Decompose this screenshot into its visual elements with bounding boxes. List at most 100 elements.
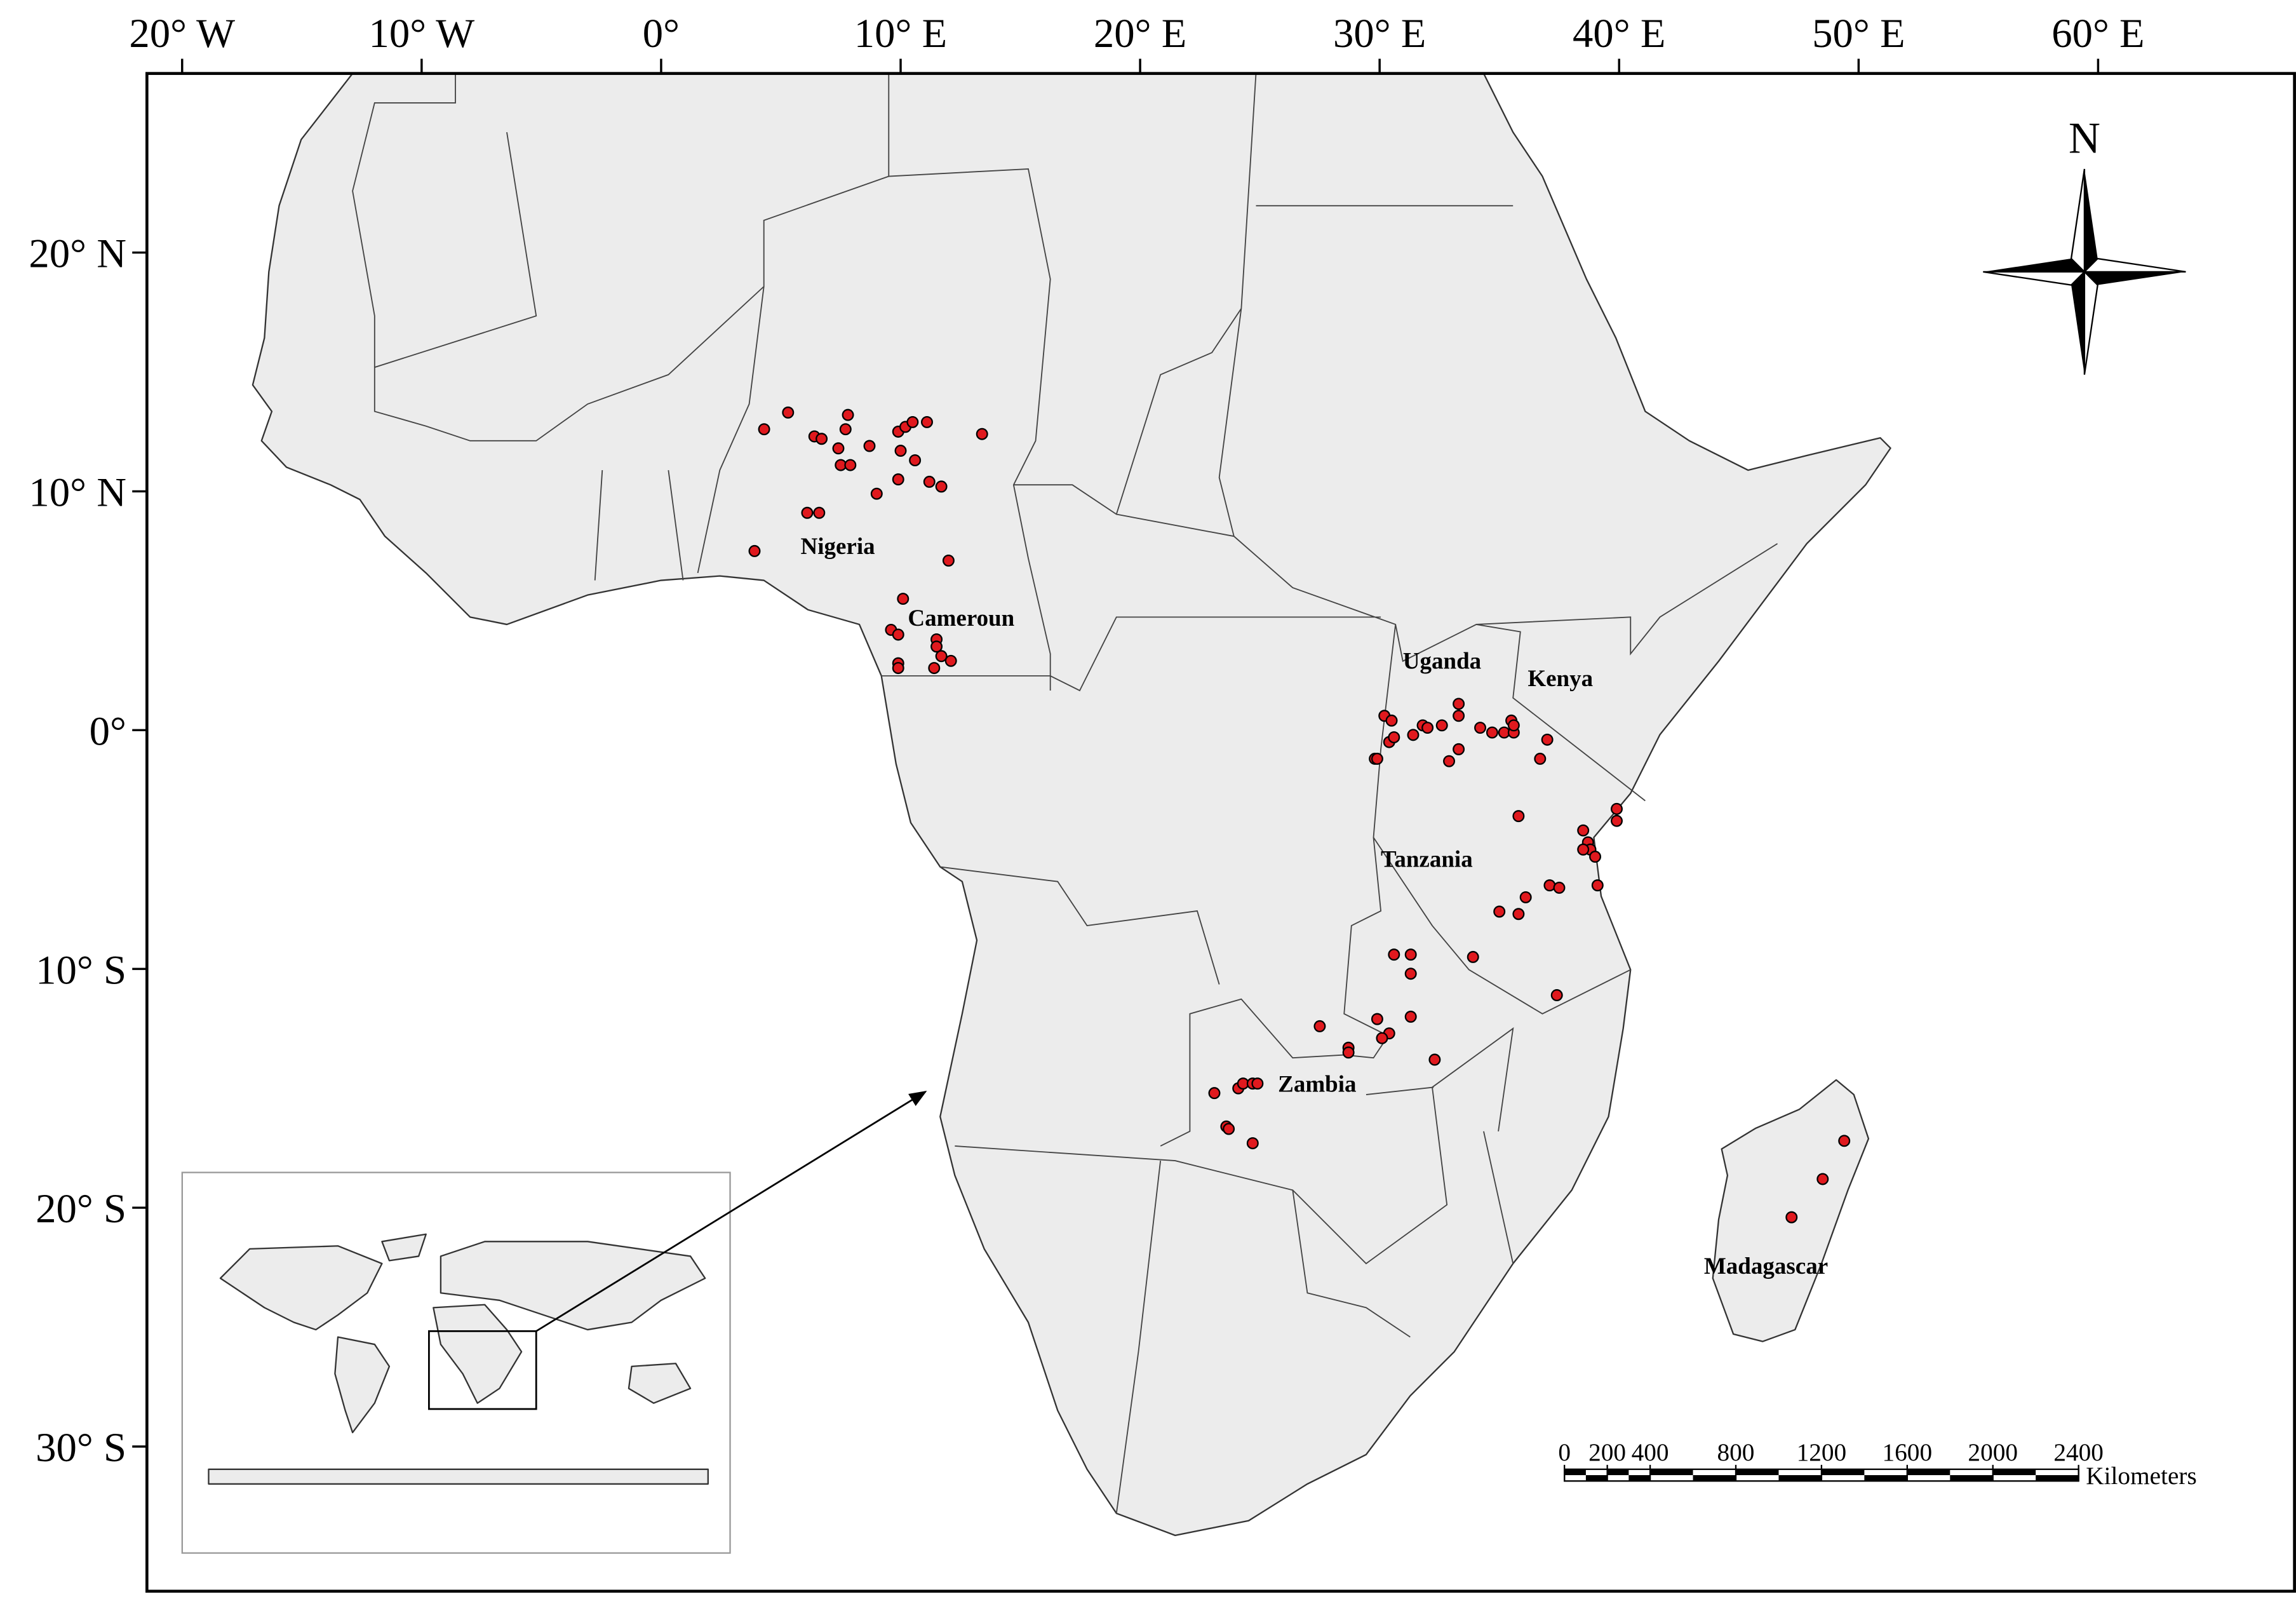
- sample-point: [935, 480, 948, 493]
- inset-australia: [628, 1363, 692, 1404]
- x-tick-label: 0°: [643, 11, 680, 57]
- sample-point: [1591, 879, 1604, 892]
- sample-point: [1443, 755, 1456, 767]
- scale-bar-label: 400: [1632, 1438, 1669, 1466]
- sample-point: [944, 654, 957, 667]
- country-label: Tanzania: [1381, 847, 1473, 873]
- inset-africa: [433, 1304, 523, 1404]
- sample-point: [897, 593, 910, 605]
- compass-part: [2083, 257, 2186, 273]
- compass-part: [2084, 271, 2186, 285]
- sample-point: [909, 454, 922, 467]
- x-tick-label: 10° E: [854, 11, 947, 57]
- sample-point: [1534, 752, 1547, 765]
- y-tick-label: 10° N: [29, 470, 126, 516]
- sample-point: [842, 408, 854, 421]
- sample-point: [1507, 719, 1520, 732]
- sample-point: [1453, 698, 1465, 710]
- sample-point: [801, 506, 814, 519]
- scale-bar-segment: [1992, 1469, 2036, 1476]
- y-tick-label: 0°: [90, 708, 126, 754]
- sample-point: [1550, 989, 1563, 1002]
- sample-point: [1816, 1173, 1829, 1185]
- sample-point: [976, 428, 988, 440]
- scale-bar-segment: [1821, 1469, 1865, 1476]
- sample-point: [894, 445, 907, 457]
- sample-point: [1553, 881, 1566, 894]
- sample-point: [906, 415, 919, 428]
- scale-bar-segment: [1650, 1469, 1693, 1476]
- y-tick-label: 10° S: [36, 947, 126, 993]
- y-tick-label: 20° N: [29, 231, 126, 277]
- sample-point: [758, 423, 770, 436]
- country-label: Cameroun: [908, 605, 1014, 631]
- sample-point: [1453, 710, 1465, 722]
- x-tick-label: 20° W: [129, 11, 235, 57]
- sample-point: [870, 487, 883, 500]
- country-label: Madagascar: [1704, 1253, 1828, 1279]
- madagascar-landmass: [1712, 1079, 1870, 1342]
- scale-bar-segment: [1693, 1475, 1736, 1481]
- scale-bar-label: 0: [1558, 1438, 1571, 1466]
- sample-point: [1512, 908, 1525, 921]
- scale-bar-segment: [1778, 1475, 1822, 1481]
- sample-point: [1435, 719, 1448, 732]
- scale-bar-label: 2000: [1968, 1438, 2018, 1466]
- sample-point: [1371, 752, 1383, 765]
- sample-point: [1512, 810, 1525, 823]
- sample-point: [1388, 731, 1400, 744]
- sample-point: [892, 662, 904, 675]
- inset-extent-box: [428, 1330, 537, 1410]
- inset-eurasia: [440, 1241, 706, 1331]
- sample-point: [892, 473, 904, 486]
- sample-point: [832, 442, 845, 455]
- scale-bar-label: 2400: [2053, 1438, 2104, 1466]
- sample-point: [1541, 733, 1554, 746]
- sample-point: [892, 628, 904, 641]
- y-tick-label: 20° S: [36, 1186, 126, 1232]
- sample-point: [748, 544, 761, 557]
- sample-point: [1421, 722, 1434, 734]
- sample-point: [1543, 879, 1556, 892]
- compass-part: [1983, 271, 2086, 286]
- sample-point: [1611, 814, 1623, 827]
- sample-point: [1342, 1046, 1355, 1059]
- sample-point: [1577, 843, 1590, 856]
- inset-greenland: [381, 1233, 427, 1262]
- x-tick-label: 30° E: [1333, 11, 1426, 57]
- sample-point: [1223, 1123, 1235, 1135]
- inset-arrow: [535, 1090, 927, 1332]
- country-label: Kenya: [1527, 666, 1593, 692]
- scale-bar-segment: [1864, 1475, 1907, 1481]
- y-tick-label: 30° S: [36, 1425, 126, 1471]
- scale-bar-segment: [1607, 1469, 1629, 1476]
- country-label: Nigeria: [801, 534, 875, 560]
- scale-bar-label: 1200: [1797, 1438, 1847, 1466]
- scale-bar-label: 1600: [1883, 1438, 1933, 1466]
- sample-point: [1246, 1137, 1259, 1150]
- sample-point: [930, 640, 943, 653]
- scale-bar-label: 800: [1717, 1438, 1755, 1466]
- sample-point: [1838, 1135, 1851, 1147]
- scale-bar-segment: [1628, 1475, 1651, 1481]
- x-tick-label: 20° E: [1094, 11, 1186, 57]
- inset-north-america: [219, 1245, 383, 1331]
- sample-point: [1407, 729, 1420, 741]
- compass-part: [2071, 271, 2085, 375]
- sample-point: [1785, 1211, 1798, 1224]
- sample-point: [1251, 1077, 1264, 1090]
- sample-point: [1376, 1032, 1388, 1044]
- x-tick-label: 10° W: [368, 11, 474, 57]
- africa-landmass: [252, 72, 1891, 1537]
- sample-point: [863, 440, 876, 452]
- x-tick-label: 40° E: [1573, 11, 1665, 57]
- sample-point: [1404, 968, 1417, 980]
- sample-point: [1611, 802, 1623, 815]
- north-label: N: [2069, 114, 2100, 163]
- sample-point: [1577, 824, 1590, 837]
- sample-points: [748, 406, 1851, 1224]
- sample-point: [782, 406, 795, 419]
- sample-point: [1474, 722, 1487, 734]
